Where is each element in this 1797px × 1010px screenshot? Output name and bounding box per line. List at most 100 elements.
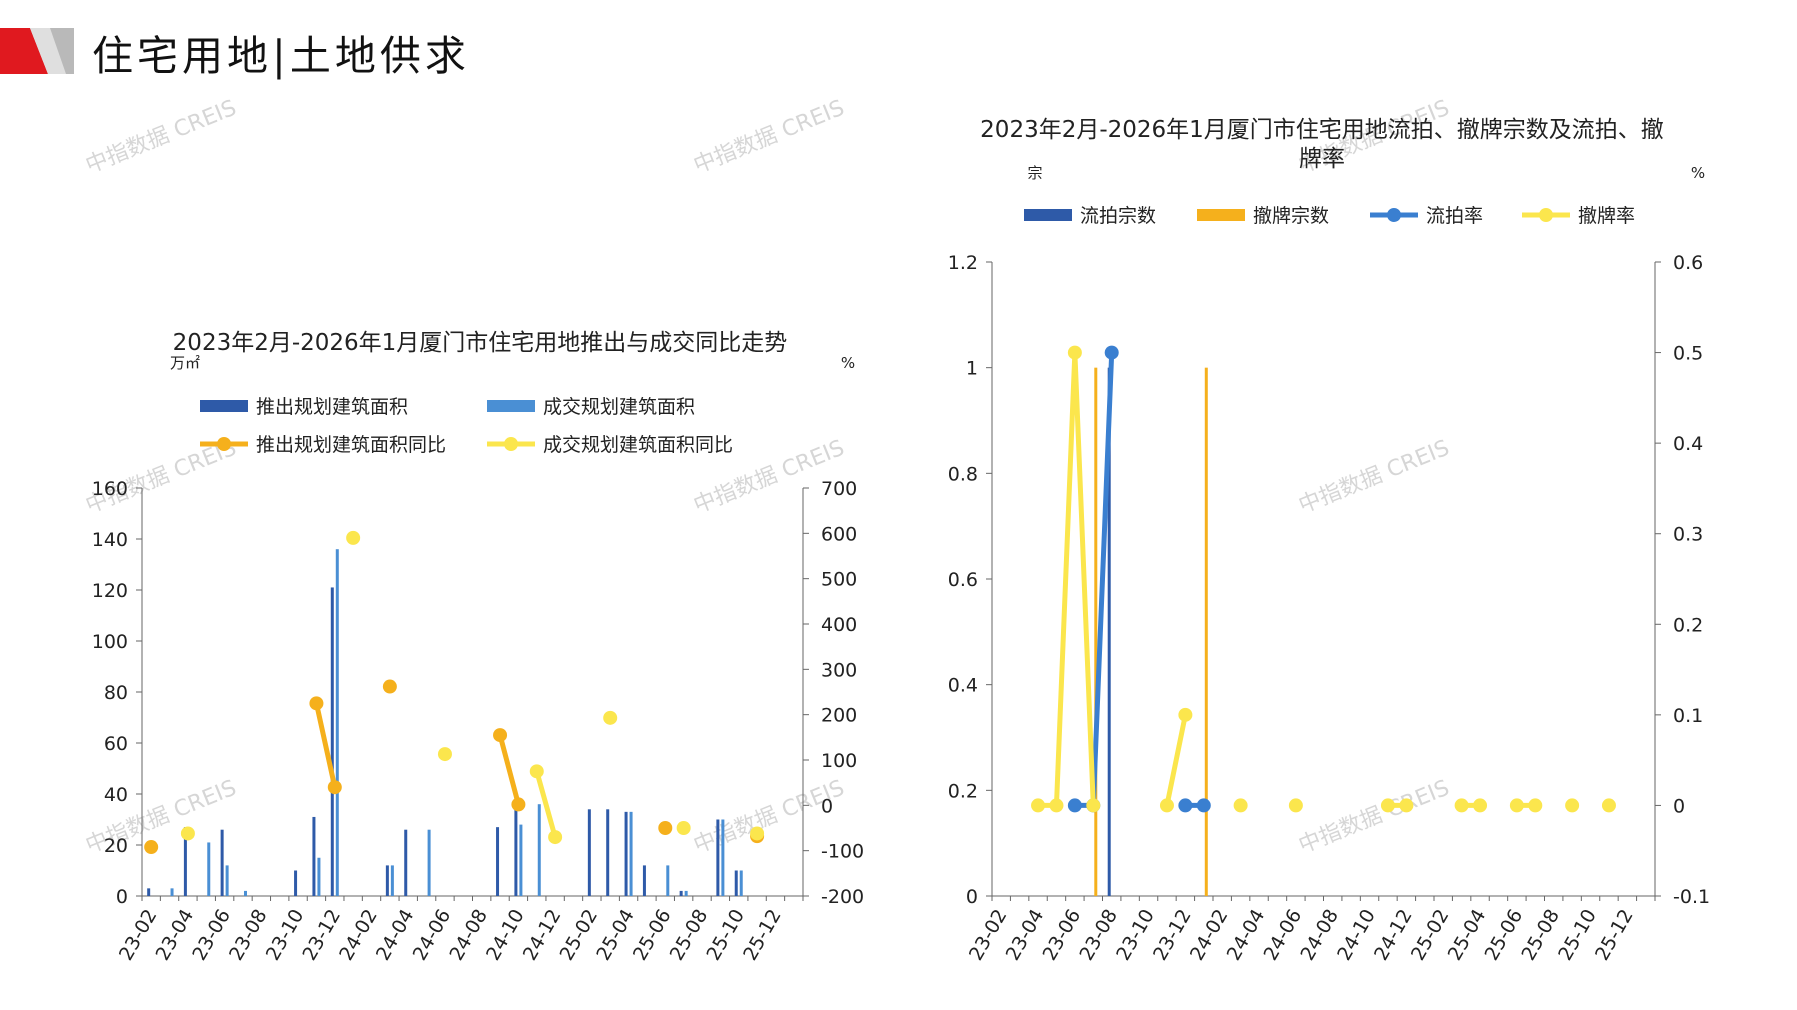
data-point <box>1104 345 1119 360</box>
y-tick-label-right: 0.1 <box>1673 705 1703 727</box>
data-point <box>1178 798 1193 813</box>
data-point <box>1067 345 1082 360</box>
bar <box>390 865 394 896</box>
legend-swatch-bar <box>200 400 248 412</box>
y-tick-label-left: 1.2 <box>948 252 978 274</box>
y-tick-label-right: 0.2 <box>1673 614 1703 636</box>
data-point <box>1031 798 1046 813</box>
x-tick-label: 25-12 <box>1591 906 1638 965</box>
bar <box>220 829 224 896</box>
y-tick-label-left: 0.2 <box>948 780 978 802</box>
y-tick-label-left: 140 <box>92 529 128 551</box>
y-tick-label-right: 100 <box>821 750 857 772</box>
y-tick-label-right: 400 <box>821 614 857 636</box>
y-tick-label-right: 0.3 <box>1673 524 1703 546</box>
data-point <box>750 826 765 841</box>
bar <box>330 587 334 896</box>
data-point <box>511 797 526 812</box>
bar <box>427 829 431 896</box>
bar <box>335 549 339 896</box>
data-point <box>1178 707 1193 722</box>
y-tick-label-right: -100 <box>821 841 864 863</box>
y-tick-label-left: 100 <box>92 631 128 653</box>
bar <box>170 888 174 896</box>
y-tick-label-left: 60 <box>104 733 128 755</box>
data-point <box>658 821 673 835</box>
bar <box>734 870 738 896</box>
data-point <box>1159 798 1174 813</box>
legend-swatch-marker <box>1387 208 1401 222</box>
data-point <box>676 821 691 835</box>
bar <box>537 804 541 896</box>
bar <box>716 819 720 896</box>
y-tick-label-right: 500 <box>821 569 857 591</box>
data-point <box>309 696 324 711</box>
y-tick-label-right: 200 <box>821 705 857 727</box>
data-point <box>327 780 342 795</box>
data-point <box>493 728 508 743</box>
data-point <box>1288 798 1303 813</box>
legend-label: 流拍率 <box>1426 205 1483 227</box>
legend-swatch-bar <box>1197 209 1245 221</box>
bar <box>587 809 591 896</box>
y-tick-label-right: 600 <box>821 523 857 545</box>
data-point <box>548 830 563 845</box>
legend-swatch-marker <box>217 437 231 451</box>
y-tick-label-left: 0 <box>966 886 978 908</box>
y-tick-label-right: 300 <box>821 659 857 681</box>
legend-label: 推出规划建筑面积同比 <box>256 434 446 456</box>
brand-logo <box>0 28 74 74</box>
legend-swatch-marker <box>1539 208 1553 222</box>
y-tick-label-left: 0 <box>116 886 128 908</box>
y-tick-label-right: -200 <box>821 886 864 908</box>
bar <box>404 829 408 896</box>
data-point <box>1565 798 1580 813</box>
y-tick-label-left: 20 <box>104 835 128 857</box>
data-point <box>1067 798 1082 813</box>
bar <box>294 870 298 896</box>
y-tick-label-right: 0 <box>821 795 833 817</box>
data-point <box>144 840 159 855</box>
bar <box>1107 367 1111 897</box>
y-tick-label-left: 40 <box>104 784 128 806</box>
data-point <box>180 826 195 841</box>
data-point <box>1196 798 1211 813</box>
legend-label: 推出规划建筑面积 <box>256 396 408 418</box>
bar <box>183 827 187 896</box>
bar <box>666 865 670 896</box>
bar <box>684 890 688 896</box>
y-tick-label-left: 80 <box>104 682 128 704</box>
data-point <box>1086 798 1101 813</box>
data-point <box>1380 798 1395 813</box>
bar <box>606 809 610 896</box>
series-line <box>1035 350 1096 808</box>
y-tick-label-left: 120 <box>92 580 128 602</box>
legend-label: 流拍宗数 <box>1080 205 1156 227</box>
y-tick-label-left: 0.8 <box>948 463 978 485</box>
data-point <box>1601 798 1616 813</box>
y-unit-left: 宗 <box>1027 164 1042 182</box>
y-unit-right: % <box>1691 164 1705 182</box>
data-point <box>529 764 544 779</box>
data-point <box>437 747 452 762</box>
y-tick-label-right: 0.6 <box>1673 252 1703 274</box>
y-tick-label-right: 700 <box>821 478 857 500</box>
bar <box>1094 367 1098 897</box>
legend-swatch-bar <box>1024 209 1072 221</box>
page-title: 住宅用地|土地供求 <box>92 32 470 80</box>
data-point <box>1528 798 1543 813</box>
y-tick-label-left: 0.6 <box>948 569 978 591</box>
data-point <box>346 530 361 545</box>
chart-title: 2023年2月-2026年1月厦门市住宅用地推出与成交同比走势 <box>173 330 788 356</box>
series-line <box>1164 712 1188 808</box>
bar <box>243 890 247 896</box>
bar <box>312 816 316 896</box>
data-point <box>603 710 618 725</box>
data-point <box>1049 798 1064 813</box>
legend-label: 成交规划建筑面积同比 <box>543 434 733 456</box>
series-line <box>313 700 338 790</box>
data-point <box>1509 798 1524 813</box>
bar <box>207 842 211 896</box>
